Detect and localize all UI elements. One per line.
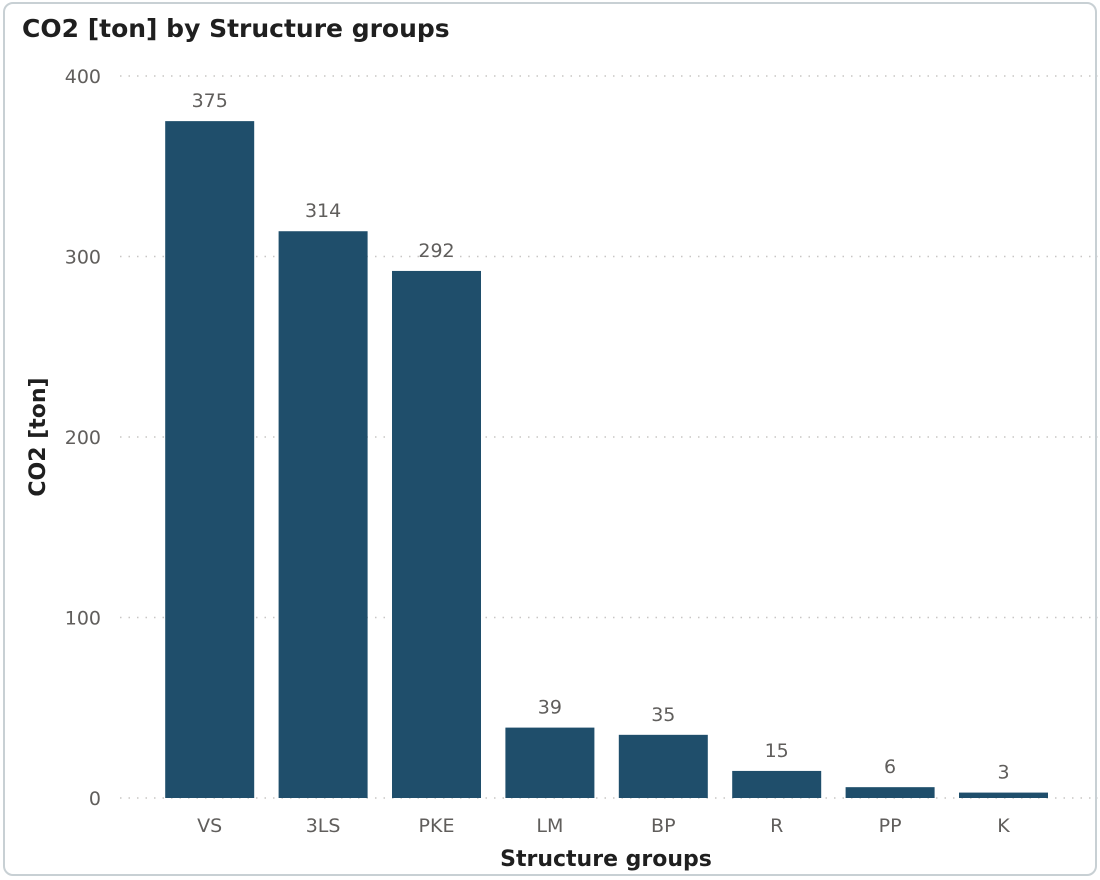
x-tick-label: K [997,815,1010,837]
bar-pke[interactable] [392,270,481,798]
data-labels: 375 314 292 39 35 15 6 3 [192,90,1010,783]
y-tick-label: 200 [65,427,101,449]
data-label: 375 [192,90,228,112]
data-label: 39 [538,697,562,719]
bar-vs[interactable] [165,121,255,798]
x-tick-label: PKE [419,815,455,837]
chart-title: CO2 [ton] by Structure groups [22,14,450,43]
bar-pp[interactable] [845,787,935,798]
x-axis-ticks: VS 3LS PKE LM BP R PP K [197,815,1010,837]
x-tick-label: BP [651,815,676,837]
y-tick-label: 400 [65,66,101,88]
bar-r[interactable] [732,770,822,798]
x-tick-label: PP [879,815,902,837]
bar-bp[interactable] [618,734,708,798]
data-label: 314 [305,200,341,222]
x-tick-label: LM [536,815,563,837]
y-axis-ticks: 0 100 200 300 400 [65,66,101,810]
bars [165,121,1048,799]
x-axis-title: Structure groups [500,847,712,872]
y-tick-label: 300 [65,247,101,269]
bar-3ls[interactable] [278,231,368,799]
data-label: 35 [651,704,675,726]
bar-lm[interactable] [505,727,595,798]
data-label: 6 [884,756,896,778]
y-axis-title: CO2 [ton] [26,377,51,496]
gridlines [120,75,1098,799]
x-tick-label: R [770,815,783,837]
y-tick-label: 0 [89,788,101,810]
bar-k[interactable] [959,792,1048,798]
data-label: 15 [765,740,789,762]
data-label: 3 [997,762,1009,784]
y-tick-label: 100 [65,608,101,630]
x-tick-label: 3LS [306,815,341,837]
data-label: 292 [418,240,454,262]
x-tick-label: VS [197,815,222,837]
